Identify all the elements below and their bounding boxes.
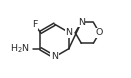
Text: N: N <box>78 18 85 27</box>
Text: O: O <box>96 28 103 37</box>
Text: H$_2$N: H$_2$N <box>10 43 29 55</box>
Text: N: N <box>51 52 58 61</box>
Text: F: F <box>32 20 37 29</box>
Text: N: N <box>65 28 72 37</box>
